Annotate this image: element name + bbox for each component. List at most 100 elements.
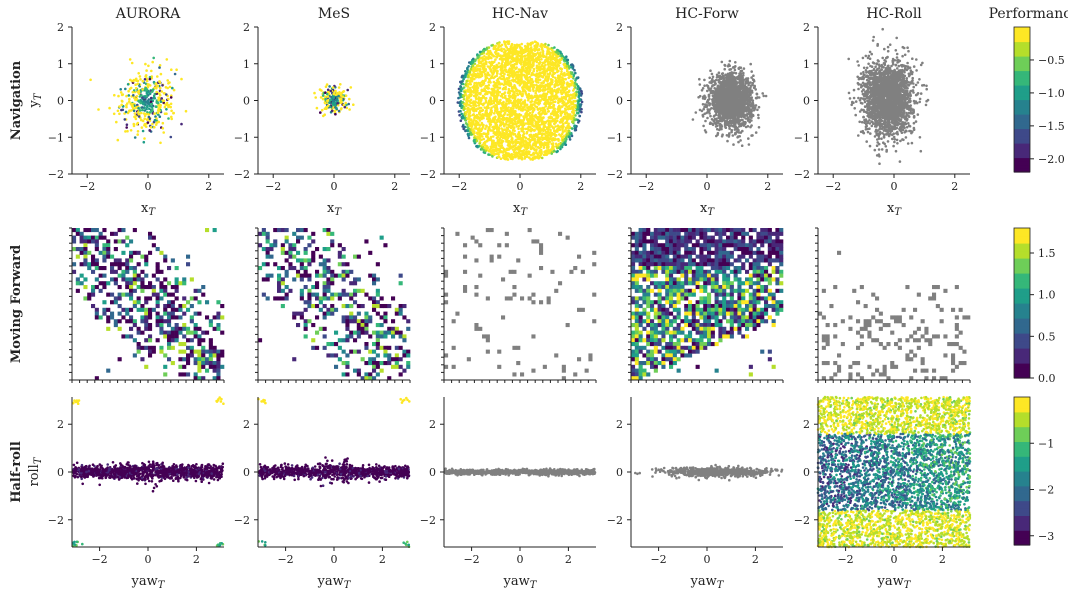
scatter-point xyxy=(529,101,532,104)
scatter-point xyxy=(538,147,541,150)
scatter-point xyxy=(566,62,569,65)
scatter-point xyxy=(141,97,144,100)
scatter-point xyxy=(698,78,701,81)
scatter-point xyxy=(547,141,550,144)
scatter-point xyxy=(524,58,527,61)
scatter-point xyxy=(170,110,173,113)
row-label-group: Half-roll xyxy=(9,441,24,503)
scatter-point xyxy=(480,89,483,92)
scatter-point xyxy=(173,89,176,92)
scatter-point xyxy=(505,102,508,105)
scatter-point xyxy=(569,113,572,116)
scatter-point xyxy=(497,83,500,86)
scatter-point xyxy=(514,87,517,90)
scatter-point xyxy=(538,62,541,65)
scatter-point xyxy=(471,121,474,124)
scatter-point xyxy=(473,87,476,90)
scatter-point xyxy=(578,99,581,102)
scatter-point xyxy=(131,105,134,108)
scatter-point xyxy=(552,118,555,121)
scatter-point xyxy=(526,48,529,51)
scatter-point xyxy=(534,144,537,147)
scatter-point xyxy=(522,115,525,118)
scatter-point xyxy=(563,110,566,113)
scatter-point xyxy=(483,132,486,135)
scatter-point xyxy=(125,111,128,114)
scatter-point xyxy=(468,125,471,128)
scatter-point xyxy=(158,80,161,83)
scatter-point xyxy=(175,68,178,71)
scatter-point xyxy=(563,82,566,85)
scatter-point xyxy=(507,84,510,87)
scatter-point xyxy=(141,88,144,91)
scatter-point xyxy=(468,94,471,97)
row-label: Moving Forward xyxy=(9,245,24,363)
scatter-point xyxy=(566,81,569,84)
scatter-point xyxy=(489,146,492,149)
scatter-point xyxy=(533,148,536,151)
scatter-point xyxy=(531,41,534,44)
scatter-point xyxy=(510,51,513,54)
scatter-point xyxy=(494,104,497,107)
scatter-point xyxy=(534,54,537,57)
scatter-point xyxy=(514,133,517,136)
scatter-point xyxy=(510,44,513,47)
scatter-point xyxy=(534,140,537,143)
scatter-point xyxy=(463,108,466,111)
scatter-point xyxy=(476,90,479,93)
scatter-point xyxy=(519,62,522,65)
scatter-point xyxy=(148,103,151,106)
scatter-point xyxy=(543,92,546,95)
scatter-point xyxy=(156,121,159,124)
scatter-point xyxy=(115,121,118,124)
scatter-point xyxy=(512,94,515,97)
scatter-point xyxy=(571,96,574,99)
scatter-point xyxy=(499,151,502,154)
scatter-point xyxy=(500,124,503,127)
scatter-point xyxy=(169,106,172,109)
scatter-point xyxy=(482,80,485,83)
scatter-point xyxy=(556,108,559,111)
scatter-point xyxy=(528,62,531,65)
scatter-point xyxy=(490,44,493,47)
scatter-point xyxy=(510,127,513,130)
scatter-point xyxy=(154,97,157,100)
scatter-point xyxy=(513,151,516,154)
scatter-point xyxy=(340,98,343,101)
scatter-point xyxy=(120,91,123,94)
scatter-point xyxy=(534,74,537,77)
scatter-point xyxy=(511,47,514,50)
scatter-point xyxy=(507,109,510,112)
scatter-point xyxy=(513,117,516,120)
scatter-point xyxy=(479,68,482,71)
scatter-point xyxy=(502,146,505,149)
scatter-point xyxy=(485,125,488,128)
row-label-group: Navigation xyxy=(9,60,24,140)
scatter-point xyxy=(496,137,499,140)
scatter-point xyxy=(513,130,516,133)
scatter-point xyxy=(550,56,553,59)
scatter-point xyxy=(570,103,573,106)
scatter-point xyxy=(512,107,515,110)
scatter-point xyxy=(490,68,493,71)
scatter-point xyxy=(463,103,466,106)
y-tick-label: −2 xyxy=(48,168,64,181)
scatter-point xyxy=(149,78,152,81)
scatter-point xyxy=(339,83,342,86)
scatter-point xyxy=(542,116,545,119)
scatter-point xyxy=(506,81,509,84)
y-tick-label: −1 xyxy=(48,131,64,144)
scatter-point xyxy=(517,59,520,62)
scatter-point xyxy=(496,71,499,74)
scatter-point xyxy=(541,44,544,47)
panel-navigation-hc-nav: −2 0 2−2−1012xT xyxy=(420,21,596,218)
x-tick-label: 2 xyxy=(577,180,584,193)
row-label: Navigation xyxy=(9,60,24,140)
scatter-point xyxy=(544,69,547,72)
scatter-point xyxy=(479,51,482,54)
y-axis-label: yT xyxy=(27,92,44,108)
scatter-point xyxy=(557,64,560,67)
scatter-point xyxy=(474,59,477,62)
scatter-point xyxy=(574,114,577,117)
scatter-point xyxy=(490,138,493,141)
